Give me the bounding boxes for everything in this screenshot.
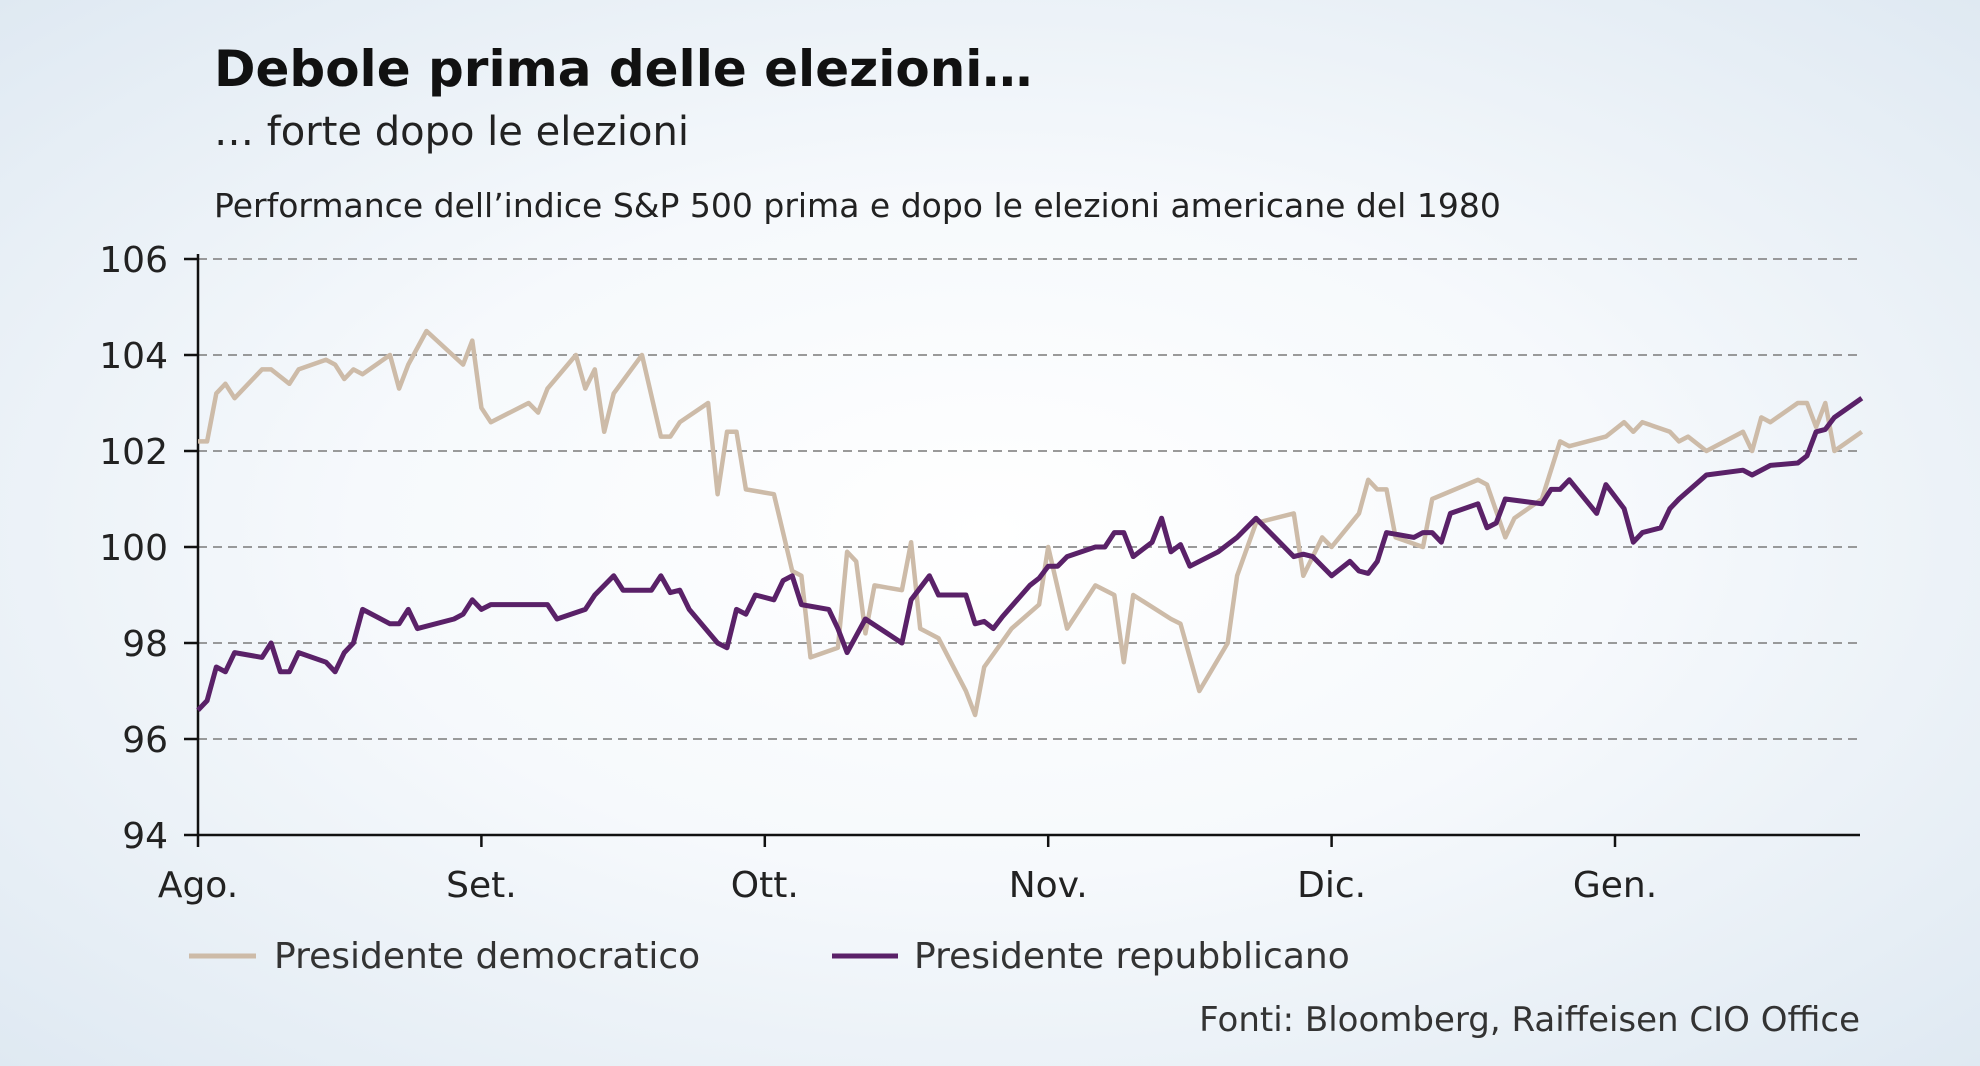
x-tick-label: Ott.: [731, 865, 799, 906]
gridlines: [198, 258, 1860, 740]
chart-subtitle: … forte dopo le elezioni: [214, 109, 689, 155]
legend-label-republican: Presidente repubblicano: [914, 936, 1350, 977]
x-tick-label: Gen.: [1573, 865, 1657, 906]
x-tick-label: Ago.: [158, 865, 238, 906]
legend-label-democratic: Presidente democratico: [274, 936, 700, 977]
y-tick-label: 96: [122, 720, 168, 761]
x-tick-label: Set.: [446, 865, 517, 906]
y-tick-label: 104: [99, 336, 168, 377]
chart-description: Performance dell’indice S&P 500 prima e …: [214, 186, 1501, 225]
y-tick-label: 106: [99, 240, 168, 281]
chart-title: Debole prima delle elezioni…: [214, 40, 1032, 98]
y-tick-label: 100: [99, 528, 168, 569]
series-lines: [196, 328, 1864, 718]
legend: Presidente democratico Presidente repubb…: [189, 936, 1350, 977]
y-tick-label: 98: [122, 624, 168, 665]
y-tick-label: 102: [99, 432, 168, 473]
x-tick-label: Dic.: [1297, 865, 1366, 906]
x-axis: Ago. Set. Ott. Nov. Dic. Gen.: [158, 833, 1860, 906]
series-line-republican: [196, 396, 1864, 712]
source-note: Fonti: Bloomberg, Raiffeisen CIO Office: [1199, 1000, 1860, 1040]
x-tick-label: Nov.: [1009, 865, 1088, 906]
y-axis: 94 96 98 100 102 104 106: [99, 240, 200, 857]
y-tick-label: 94: [122, 816, 168, 857]
series-line-democratic: [198, 328, 1864, 718]
